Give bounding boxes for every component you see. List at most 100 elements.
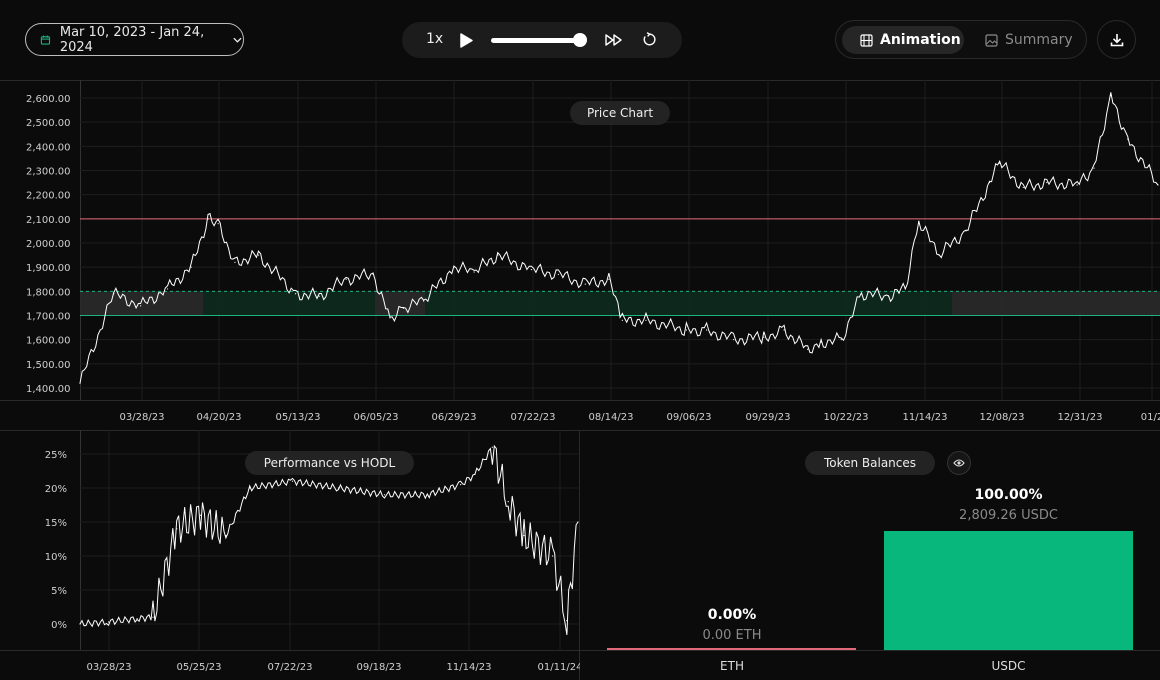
- x-tick-label: 12/31/23: [1058, 412, 1103, 423]
- price-point: [988, 181, 991, 184]
- x-tick-label: 05/13/23: [276, 412, 321, 423]
- fast-forward-icon[interactable]: [605, 33, 623, 47]
- eth-label: ETH: [720, 659, 744, 673]
- view-tabs: Animation Summary: [835, 20, 1087, 59]
- y-tick-label: 5%: [51, 586, 67, 597]
- price-point: [918, 220, 920, 222]
- performance-point: [152, 616, 154, 618]
- price-point: [904, 288, 906, 290]
- price-point: [79, 382, 81, 384]
- price-point: [473, 271, 475, 273]
- y-tick-label: 1,500.00: [26, 360, 71, 371]
- progress-slider[interactable]: [491, 38, 583, 43]
- tab-animation[interactable]: Animation: [842, 26, 964, 54]
- film-icon: [860, 33, 873, 47]
- y-tick-label: 2,400.00: [26, 142, 71, 153]
- price-point: [621, 319, 623, 321]
- calendar-icon: [40, 34, 51, 45]
- balance-bar-eth: [607, 648, 856, 650]
- x-tick-label: 09/06/23: [667, 412, 712, 423]
- x-tick-label: 06/29/23: [432, 412, 477, 423]
- price-point: [685, 329, 687, 331]
- usdc-label: USDC: [991, 659, 1026, 673]
- usdc-value: 2,809.26 USDC: [959, 508, 1058, 523]
- x-tick-label: 07/22/23: [268, 662, 313, 673]
- price-point: [1093, 167, 1095, 169]
- range-band: [80, 291, 203, 316]
- play-icon[interactable]: [458, 32, 474, 49]
- performance-point: [176, 528, 178, 530]
- price-point: [1022, 186, 1024, 189]
- price-point: [113, 293, 115, 295]
- x-tick-label: 03/28/23: [120, 412, 165, 423]
- y-tick-label: 2,300.00: [26, 167, 71, 178]
- eth-value: 0.00 ETH: [702, 628, 762, 643]
- price-point: [345, 278, 347, 280]
- price-point: [999, 162, 1001, 164]
- token-balances-panel: [580, 430, 1160, 680]
- performance-point: [79, 623, 81, 625]
- performance-point: [552, 555, 554, 557]
- price-point: [705, 329, 708, 331]
- x-tick-label: 10/22/23: [824, 412, 869, 423]
- performance-point: [577, 521, 579, 523]
- performance-point: [291, 480, 294, 482]
- price-point: [732, 339, 735, 341]
- token-balances-chart: [580, 430, 1160, 651]
- x-tick-label: 01/11/24: [538, 662, 580, 673]
- performance-line: [79, 444, 579, 635]
- performance-point: [136, 617, 138, 620]
- performance-point: [199, 514, 202, 516]
- progress-slider-handle[interactable]: [573, 33, 587, 47]
- range-band: [952, 291, 1160, 316]
- x-tick-label: 04/20/23: [197, 412, 242, 423]
- price-line: [79, 92, 1159, 384]
- y-tick-label: 1,400.00: [26, 384, 71, 395]
- visibility-toggle[interactable]: [947, 451, 971, 475]
- price-point: [402, 307, 404, 309]
- x-tick-label: 09/29/23: [746, 412, 791, 423]
- y-tick-label: 2,200.00: [26, 191, 71, 202]
- y-tick-label: 20%: [45, 484, 67, 495]
- y-tick-label: 2,100.00: [26, 215, 71, 226]
- x-tick-label: 01/2: [1141, 412, 1160, 423]
- performance-point: [426, 494, 428, 496]
- tab-summary[interactable]: Summary: [982, 26, 1082, 54]
- y-tick-label: 10%: [45, 552, 67, 563]
- performance-point: [249, 487, 251, 489]
- performance-point: [507, 501, 509, 503]
- price-point: [807, 348, 809, 350]
- price-chart-panel: 2,600.00 2,500.00 2,400.00 2,300.00 2,200.00…: [0, 80, 1160, 430]
- range-band: [425, 291, 952, 316]
- price-point: [453, 266, 455, 268]
- price-point: [645, 319, 647, 321]
- performance-point: [225, 535, 227, 537]
- price-point: [783, 329, 785, 331]
- price-point: [1110, 94, 1112, 97]
- price-point: [608, 278, 610, 280]
- price-point: [557, 273, 559, 276]
- y-tick-label: 2,500.00: [26, 118, 71, 129]
- chevron-down-icon: [233, 37, 242, 43]
- price-point: [1157, 184, 1159, 186]
- performance-point: [107, 621, 110, 623]
- price-point: [530, 268, 533, 271]
- price-point: [820, 341, 822, 343]
- restart-icon[interactable]: [642, 32, 657, 47]
- playback-controls: 1x: [402, 22, 682, 58]
- price-point: [497, 254, 499, 256]
- download-button[interactable]: [1097, 20, 1136, 59]
- price-point: [423, 300, 425, 302]
- performance-point: [523, 535, 525, 537]
- x-tick-label: 12/08/23: [980, 412, 1025, 423]
- price-point: [840, 339, 842, 341]
- price-point: [389, 317, 391, 319]
- price-point: [1046, 181, 1048, 184]
- date-range-picker[interactable]: Mar 10, 2023 - Jan 24, 2024: [25, 23, 244, 56]
- speed-button[interactable]: 1x: [426, 31, 444, 47]
- price-point: [217, 223, 219, 225]
- price-point: [1076, 184, 1078, 186]
- price-point: [965, 230, 967, 232]
- range-band: [203, 291, 375, 316]
- price-chart: 2,600.00 2,500.00 2,400.00 2,300.00 2,200.00…: [0, 80, 1160, 423]
